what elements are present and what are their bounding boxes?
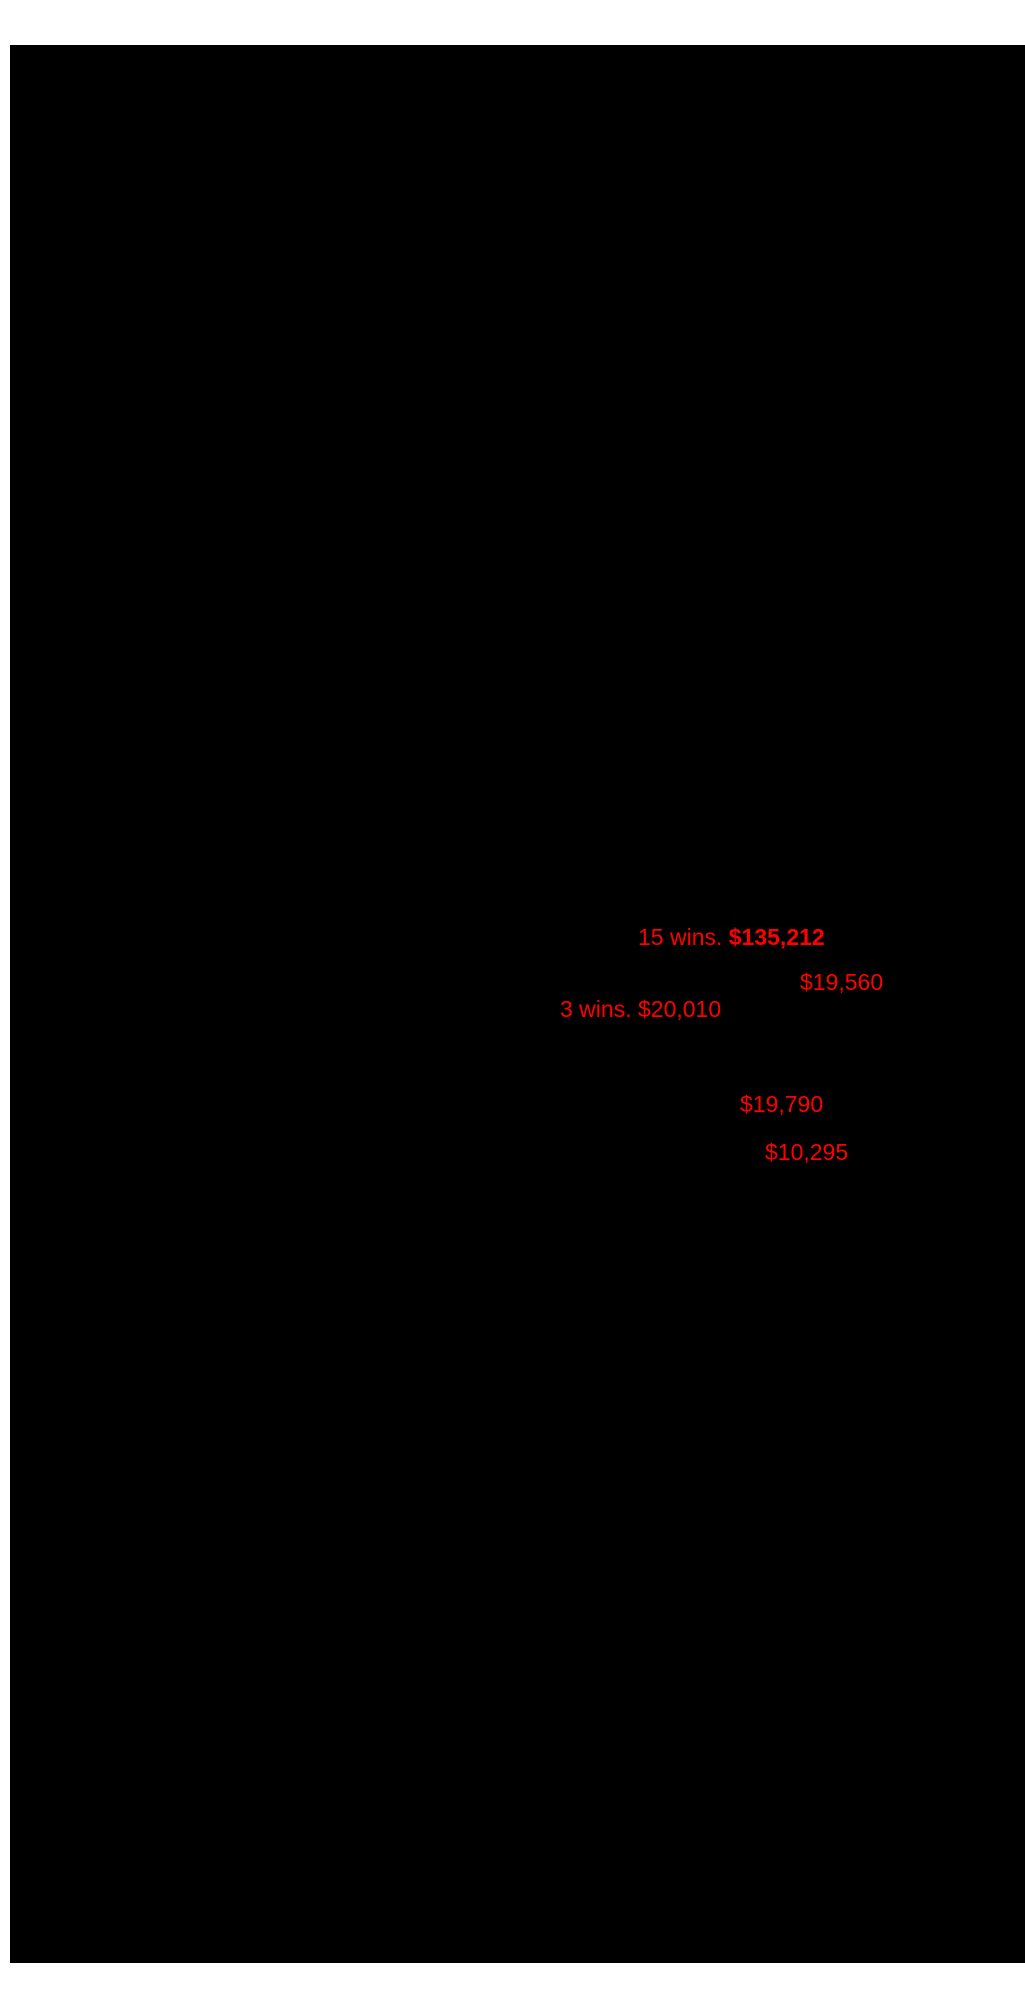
annotation-amount: $10,295 — [765, 1139, 849, 1165]
annotation-wins-earnings-3: 3 wins. $20,010 — [560, 996, 721, 1022]
annotation-earnings-2: $19,560 — [800, 969, 883, 995]
annotation-amount: $19,560 — [800, 969, 884, 995]
annotation-amount: $135,212 — [728, 924, 825, 950]
annotation-prefix: 3 wins. — [560, 996, 638, 1022]
annotation-earnings-4: $19,790 — [740, 1091, 823, 1117]
annotation-amount: $19,790 — [740, 1091, 824, 1117]
black-image-canvas — [10, 45, 1025, 1963]
annotation-prefix: 15 wins. — [638, 924, 729, 950]
annotation-amount: $20,010 — [637, 996, 722, 1022]
annotation-earnings-5: $10,295 — [765, 1139, 848, 1165]
annotation-wins-earnings-1: 15 wins. $135,212 — [638, 924, 825, 950]
